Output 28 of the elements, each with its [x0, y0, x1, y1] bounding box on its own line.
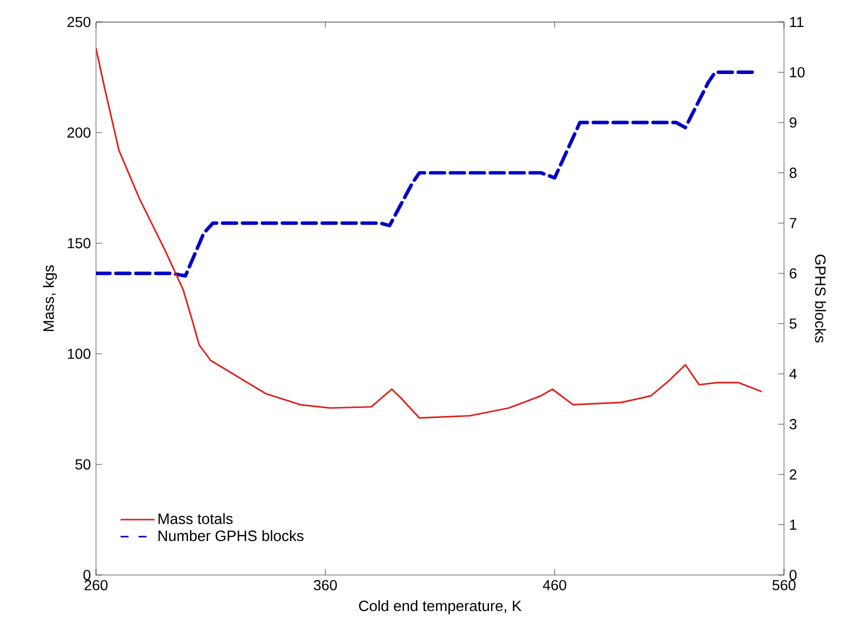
y-tick-label: 150	[68, 238, 90, 248]
y2-tick-label: 9	[790, 117, 796, 128]
y-tick-label: 50	[75, 459, 90, 470]
y2-tick-label: 4	[789, 368, 797, 379]
y-tick-label: 200	[68, 127, 90, 138]
y2-tick-label: 1	[790, 520, 796, 530]
y-tick-label: 100	[68, 348, 90, 359]
y2-tick-label: 5	[790, 318, 796, 329]
y-tick-label: 250	[68, 16, 90, 28]
y2-tick-label: 0	[790, 570, 797, 580]
y-axis-title: Mass, kgs	[42, 265, 57, 332]
legend-label: Number GPHS blocks	[158, 530, 304, 542]
legend-label: Mass totals	[158, 513, 233, 524]
x-tick-label: 360	[314, 580, 337, 590]
x-tick-label: 260	[84, 580, 108, 590]
y2-tick-label: 2	[790, 469, 796, 480]
y2-tick-label: 11	[790, 17, 804, 27]
y2-tick-label: 10	[790, 67, 805, 78]
y2-tick-label: 6	[790, 268, 796, 278]
x-tick-label: 460	[542, 580, 566, 590]
x-tick-label: 560	[772, 580, 796, 590]
y2-tick-label: 3	[790, 419, 796, 430]
x-axis-title: Cold end temperature, K	[359, 600, 522, 614]
y2-tick-label: 8	[790, 168, 796, 178]
line-series	[96, 48, 762, 419]
y2-tick-label: 7	[790, 218, 796, 228]
y-tick-label: 0	[83, 570, 90, 580]
y2-axis-title: GPHS blocks	[815, 254, 826, 343]
